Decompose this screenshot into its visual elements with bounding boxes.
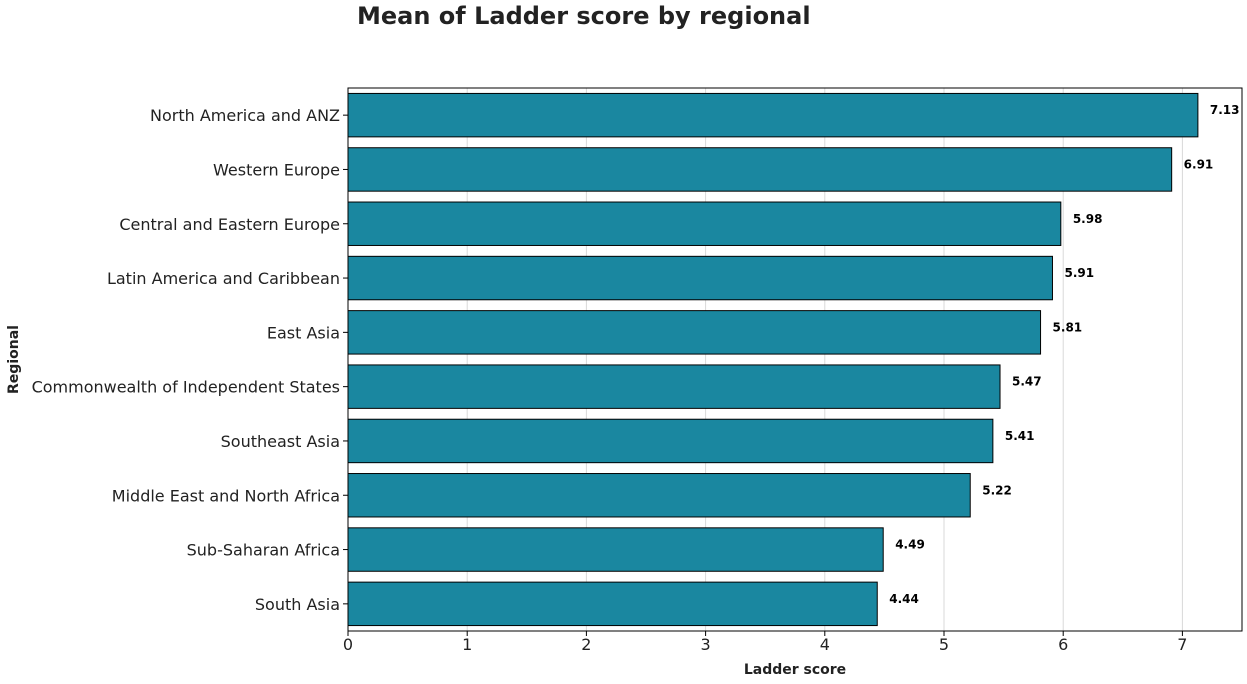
x-tick-label: 1 xyxy=(462,635,472,654)
data-labels: 7.13 6.91 5.98 5.91 5.81 5.47 5.41 5.22 4.49 4.44 xyxy=(889,103,1239,606)
bar xyxy=(347,364,1001,409)
y-tick-label: Southeast Asia xyxy=(221,432,340,451)
y-axis-ticks: North America and ANZ Western Europe Centr… xyxy=(32,106,348,614)
x-tick-label: 3 xyxy=(701,635,711,654)
bar xyxy=(347,92,1199,138)
bars xyxy=(347,92,1199,627)
y-tick-label: South Asia xyxy=(255,595,340,614)
bar xyxy=(347,147,1173,192)
data-label: 7.13 xyxy=(1210,103,1240,117)
x-axis-ticks: 0 1 2 3 4 5 6 7 xyxy=(343,631,1187,654)
y-tick-label: Central and Eastern Europe xyxy=(119,215,340,234)
y-tick-label: Commonwealth of Independent States xyxy=(32,378,340,397)
plot-frame xyxy=(347,87,1243,632)
y-tick-label: Middle East and North Africa xyxy=(112,486,340,505)
x-tick-label: 4 xyxy=(820,635,830,654)
data-label: 5.81 xyxy=(1053,320,1083,334)
x-tick-label: 2 xyxy=(581,635,591,654)
data-label: 5.98 xyxy=(1073,212,1103,226)
y-tick-label: Sub-Saharan Africa xyxy=(187,541,340,560)
y-tick-label: North America and ANZ xyxy=(150,106,340,125)
bar xyxy=(347,310,1042,355)
x-tick-label: 0 xyxy=(343,635,353,654)
data-label: 5.41 xyxy=(1005,429,1035,443)
bar xyxy=(347,418,994,464)
x-axis-label: Ladder score xyxy=(744,662,846,678)
x-tick-label: 6 xyxy=(1058,635,1068,654)
y-tick-label: Western Europe xyxy=(213,160,340,179)
bar xyxy=(347,473,971,518)
y-tick-label: Latin America and Caribbean xyxy=(107,269,340,288)
bar xyxy=(347,581,878,627)
bar xyxy=(347,201,1062,246)
bar xyxy=(347,527,884,572)
bar xyxy=(347,255,1053,301)
data-label: 4.49 xyxy=(895,538,925,552)
x-tick-label: 7 xyxy=(1177,635,1187,654)
y-tick-label: East Asia xyxy=(267,323,340,342)
x-tick-label: 5 xyxy=(939,635,949,654)
data-label: 4.44 xyxy=(889,592,919,606)
y-axis-label: Regional xyxy=(6,325,22,394)
chart-title: Mean of Ladder score by regional xyxy=(357,2,811,30)
data-label: 6.91 xyxy=(1184,157,1214,171)
data-label: 5.22 xyxy=(982,483,1012,497)
data-label: 5.91 xyxy=(1064,266,1094,280)
data-label: 5.47 xyxy=(1012,375,1042,389)
